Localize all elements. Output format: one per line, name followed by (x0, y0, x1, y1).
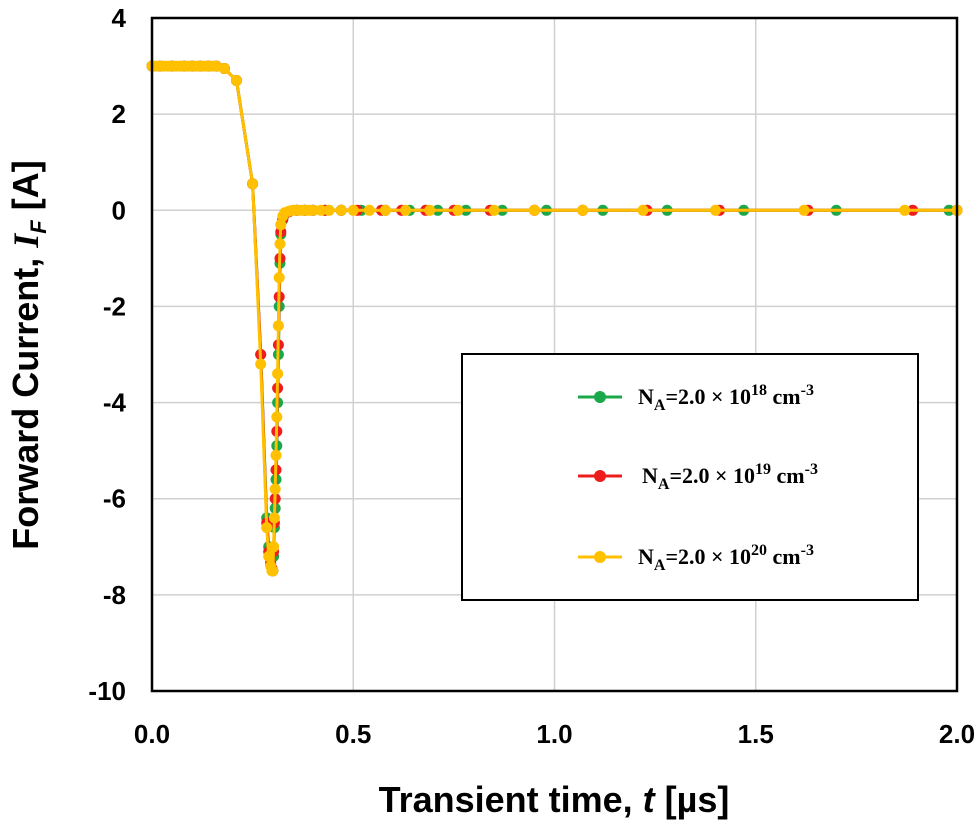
data-point (275, 219, 287, 231)
data-point (274, 238, 286, 250)
data-point (424, 204, 436, 216)
plot-area-border (150, 16, 959, 693)
data-point (268, 512, 280, 524)
data-point (268, 541, 280, 553)
data-point (247, 178, 259, 190)
x-axis-title-unit: [µs] (655, 779, 730, 820)
y-tick-label-4: -4 (103, 388, 127, 418)
data-point (798, 204, 810, 216)
legend-label-0: NA=2.0 × 1018 cm-3 (638, 382, 814, 414)
y-tick-label-6: -8 (103, 580, 126, 610)
legend-marker-0 (594, 391, 606, 403)
y-axis-title-sub: F (26, 220, 51, 234)
data-point (271, 411, 283, 423)
data-point (637, 204, 649, 216)
data-point (452, 204, 464, 216)
data-point (323, 204, 335, 216)
data-point (577, 204, 589, 216)
data-point (307, 204, 319, 216)
y-tick-label-0: 4 (112, 3, 127, 33)
data-point (347, 204, 359, 216)
y-axis-title-unit: [A] (5, 160, 46, 220)
legend-box (461, 353, 919, 601)
y-axis-title-var: I (6, 232, 46, 249)
x-tick-labels: 0.0 0.5 1.0 1.5 2.0 (134, 719, 975, 749)
x-axis-title: Transient time, t [µs] (379, 779, 730, 820)
data-point (400, 204, 412, 216)
y-tick-label-2: 0 (112, 195, 126, 225)
y-tick-label-5: -6 (103, 484, 126, 514)
x-axis-title-var: t (643, 779, 657, 820)
legend-label-1: NA=2.0 × 1019 cm-3 (642, 461, 818, 493)
data-point (488, 204, 500, 216)
y-axis-title: Forward Current, IF [A] (5, 160, 51, 549)
data-point (255, 358, 267, 370)
x-tick-label-3: 1.5 (738, 719, 774, 749)
y-tick-label-3: -2 (103, 291, 126, 321)
y-tick-labels: 4 2 0 -2 -4 -6 -8 -10 (88, 3, 126, 706)
data-point (335, 204, 347, 216)
data-point (899, 204, 911, 216)
data-point (710, 204, 721, 216)
data-point (267, 565, 279, 577)
data-point (363, 204, 375, 216)
x-tick-label-1: 0.5 (335, 719, 371, 749)
legend-marker-2 (594, 551, 606, 563)
data-point (261, 522, 273, 534)
data-point (263, 550, 275, 562)
data-point (218, 63, 230, 74)
x-tick-label-0: 0.0 (134, 719, 170, 749)
data-point (270, 449, 282, 461)
data-point (315, 204, 327, 216)
data-point (273, 272, 285, 284)
legend-marker-1 (594, 470, 606, 482)
data-point (269, 483, 281, 495)
data-point (528, 204, 540, 216)
x-tick-label-4: 2.0 (939, 719, 975, 749)
data-point (379, 204, 391, 216)
data-point (272, 320, 284, 332)
x-tick-label-2: 1.0 (536, 719, 572, 749)
legend: NA=2.0 × 1018 cm-3 NA=2.0 × 1019 cm-3 NA=2… (461, 353, 919, 601)
data-point (231, 75, 242, 86)
y-tick-label-1: 2 (112, 99, 126, 129)
y-axis-title-text: Forward Current, (5, 248, 46, 550)
x-axis-title-text: Transient time, (379, 779, 643, 820)
legend-label-2: NA=2.0 × 1020 cm-3 (638, 542, 814, 574)
y-tick-label-7: -10 (88, 676, 126, 706)
data-point (272, 368, 284, 380)
series-layer (146, 60, 963, 577)
